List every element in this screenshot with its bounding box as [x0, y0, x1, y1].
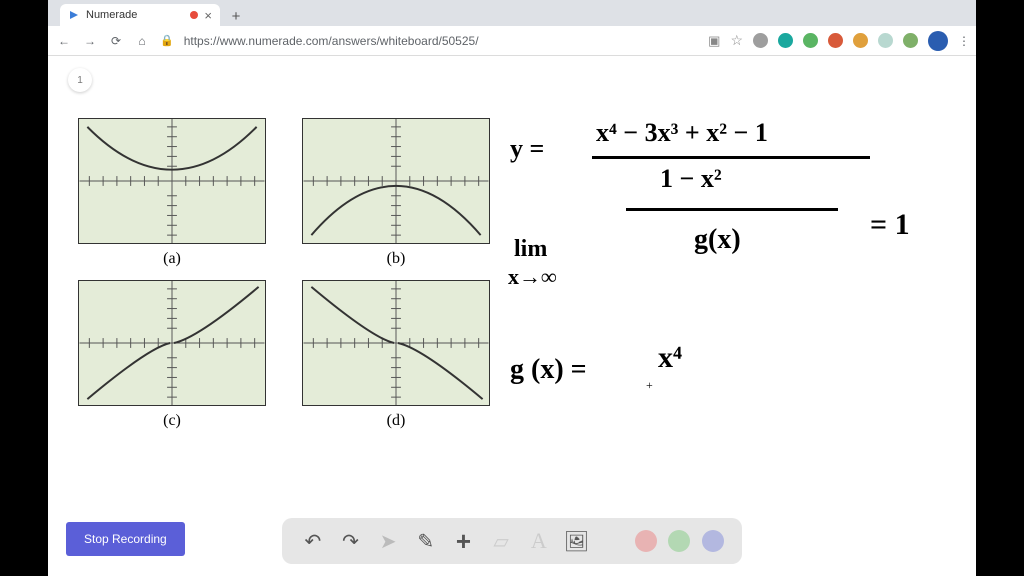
- tab-strip: Numerade × +: [48, 0, 976, 26]
- extension-icon[interactable]: [828, 33, 843, 48]
- reload-button[interactable]: ⟳: [108, 34, 124, 48]
- graph-cell-b: (b): [296, 118, 496, 268]
- pen-tool[interactable]: ✎: [413, 528, 439, 554]
- graph-a: [78, 118, 266, 244]
- undo-button[interactable]: ↶: [300, 528, 326, 554]
- tab-title: Numerade: [86, 9, 184, 21]
- hw-equals-1: = 1: [870, 208, 910, 242]
- graph-cell-d: (d): [296, 280, 496, 430]
- stop-recording-button[interactable]: Stop Recording: [66, 522, 185, 556]
- graph-d: [302, 280, 490, 406]
- graph-caption: (a): [163, 250, 181, 268]
- hw-gx: g(x): [694, 224, 741, 256]
- recording-indicator-icon: [190, 11, 198, 19]
- hw-fraction-bar-2: [626, 208, 838, 211]
- hw-numerator: x⁴ − 3x³ + x² − 1: [596, 118, 768, 148]
- favicon-icon: [68, 9, 80, 21]
- hw-denom1: 1 − x²: [660, 164, 722, 194]
- image-tool[interactable]: 🖼: [563, 528, 589, 554]
- extension-icon[interactable]: [903, 33, 918, 48]
- graph-grid: (a) (b: [72, 118, 496, 430]
- close-tab-icon[interactable]: ×: [204, 8, 212, 23]
- address-bar: ← → ⟳ ⌂ 🔒 https://www.numerade.com/answe…: [48, 26, 976, 56]
- browser-viewport: Numerade × + ← → ⟳ ⌂ 🔒 https://www.numer…: [48, 0, 976, 576]
- browser-tab[interactable]: Numerade ×: [60, 4, 220, 26]
- back-button[interactable]: ←: [56, 34, 72, 48]
- extension-icon[interactable]: [778, 33, 793, 48]
- extensions-area: ▣ ☆ ⋮: [708, 31, 968, 51]
- extension-icon[interactable]: [803, 33, 818, 48]
- profile-avatar[interactable]: [928, 31, 948, 51]
- page-content: 1 (a): [48, 56, 976, 576]
- pointer-tool[interactable]: ➤: [375, 528, 401, 554]
- color-blue[interactable]: [702, 530, 724, 552]
- graph-caption: (c): [163, 412, 181, 430]
- text-tool[interactable]: A: [526, 528, 552, 554]
- graph-c: [78, 280, 266, 406]
- hw-fraction-bar-1: [592, 156, 870, 159]
- star-icon[interactable]: ☆: [730, 32, 743, 49]
- forward-button[interactable]: →: [82, 34, 98, 48]
- extension-icon[interactable]: [853, 33, 868, 48]
- graph-caption: (b): [387, 250, 406, 268]
- home-button[interactable]: ⌂: [134, 34, 150, 48]
- lock-icon: 🔒: [160, 34, 174, 47]
- graph-caption: (d): [387, 412, 406, 430]
- hw-lim: lim: [514, 236, 547, 263]
- new-tab-button[interactable]: +: [226, 6, 246, 26]
- graph-b: [302, 118, 490, 244]
- cast-icon[interactable]: ▣: [708, 33, 720, 49]
- hw-lim-sub: x→∞: [508, 264, 557, 290]
- graph-cell-c: (c): [72, 280, 272, 430]
- color-black[interactable]: [601, 530, 623, 552]
- extension-icon[interactable]: [753, 33, 768, 48]
- graph-cell-a: (a): [72, 118, 272, 268]
- kebab-menu-icon[interactable]: ⋮: [958, 34, 968, 48]
- hw-y-equals: y =: [510, 134, 544, 164]
- add-tool[interactable]: +: [450, 528, 476, 554]
- color-red[interactable]: [635, 530, 657, 552]
- url-text[interactable]: https://www.numerade.com/answers/whitebo…: [184, 34, 698, 48]
- hw-cursor: +: [646, 378, 653, 393]
- hw-gx-equals: g (x) =: [510, 354, 587, 386]
- redo-button[interactable]: ↷: [337, 528, 363, 554]
- whiteboard-toolbar: ↶ ↷ ➤ ✎ + ▱ A 🖼: [282, 518, 742, 564]
- hw-x4: x⁴: [658, 341, 682, 375]
- page-number-badge: 1: [68, 68, 92, 92]
- color-green[interactable]: [668, 530, 690, 552]
- eraser-tool[interactable]: ▱: [488, 528, 514, 554]
- extension-icon[interactable]: [878, 33, 893, 48]
